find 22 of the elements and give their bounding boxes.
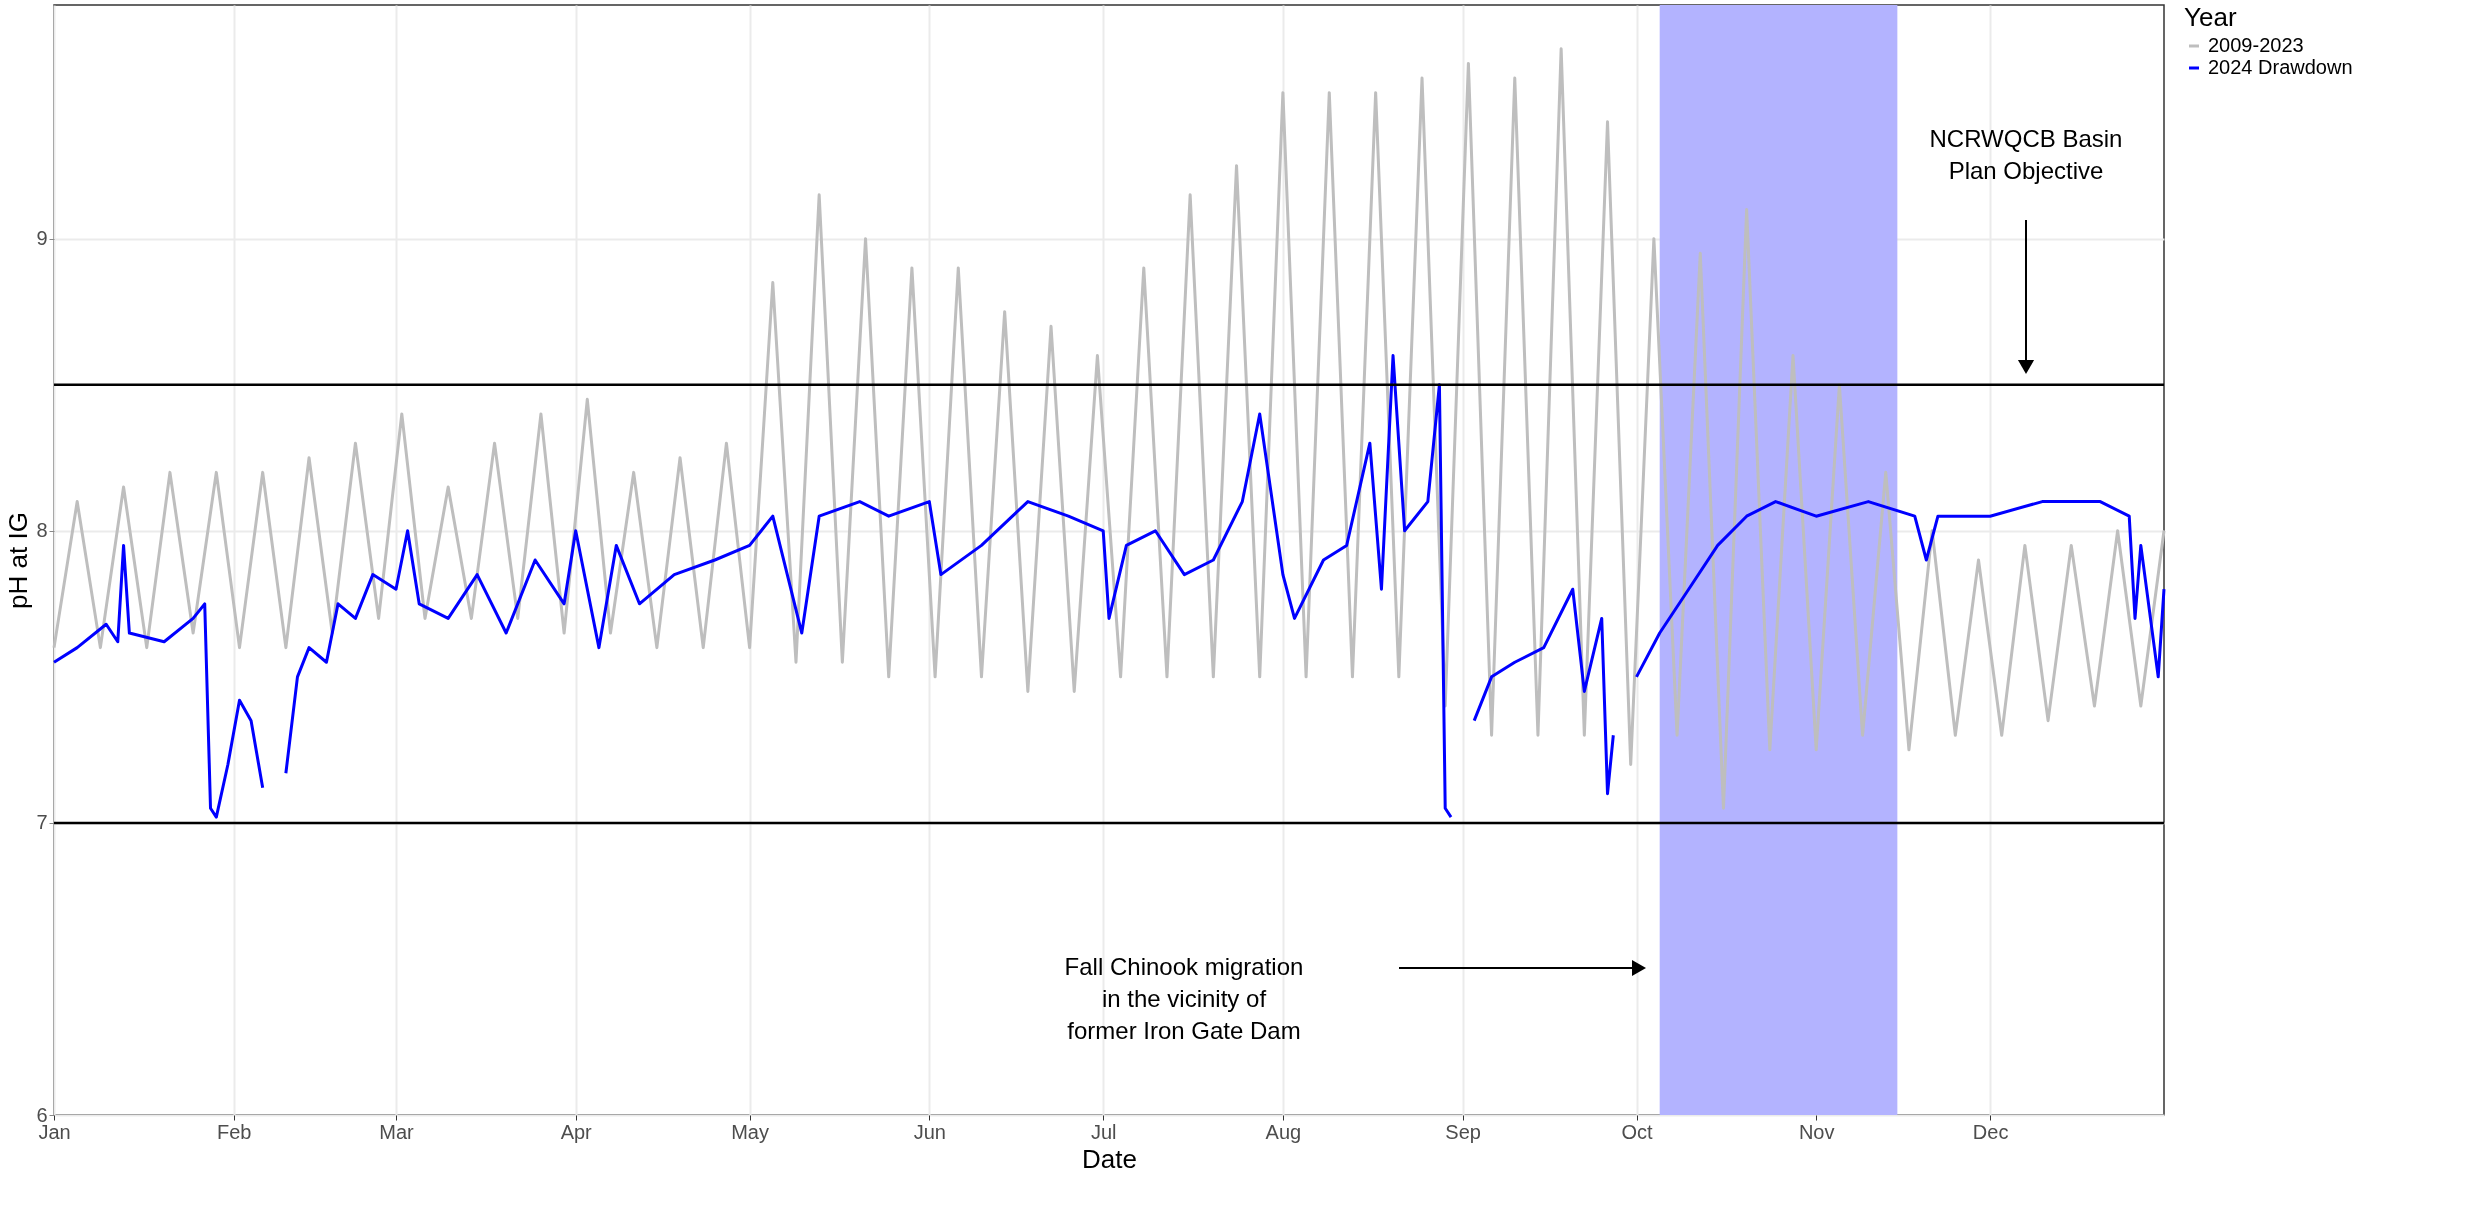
y-axis-title: pH at IG [3,512,34,609]
y-tick-label: 9 [36,227,48,250]
x-tick-label: Nov [1798,1120,1835,1143]
x-tick-label: Oct [1621,1120,1653,1143]
y-tick-label: 8 [36,519,48,542]
x-tick-label: Aug [1265,1120,1302,1143]
annotation: NCRWQCB Basin Plan Objective [1929,125,2123,184]
y-tick-label: 6 [36,1103,48,1126]
legend-label: 2024 Drawdown [2208,56,2353,78]
x-tick-label: May [731,1120,769,1143]
x-tick-label: Jul [1090,1120,1117,1143]
legend-title: Year [2184,2,2237,32]
x-tick-label: Mar [379,1120,415,1143]
x-tick-label: Sep [1445,1120,1481,1143]
x-tick-label: Jun [913,1120,946,1143]
x-tick-label: Feb [216,1120,252,1143]
x-axis-title: Date [1082,1143,1137,1174]
x-tick-label: Apr [560,1120,593,1143]
legend-label: 2009-2023 [2208,34,2304,56]
y-tick-label: 7 [36,811,48,834]
x-tick-label: Dec [1972,1120,2009,1143]
annotation: Fall Chinook migration in the vicinity of former Iron Gate Dam [1064,953,1304,1044]
